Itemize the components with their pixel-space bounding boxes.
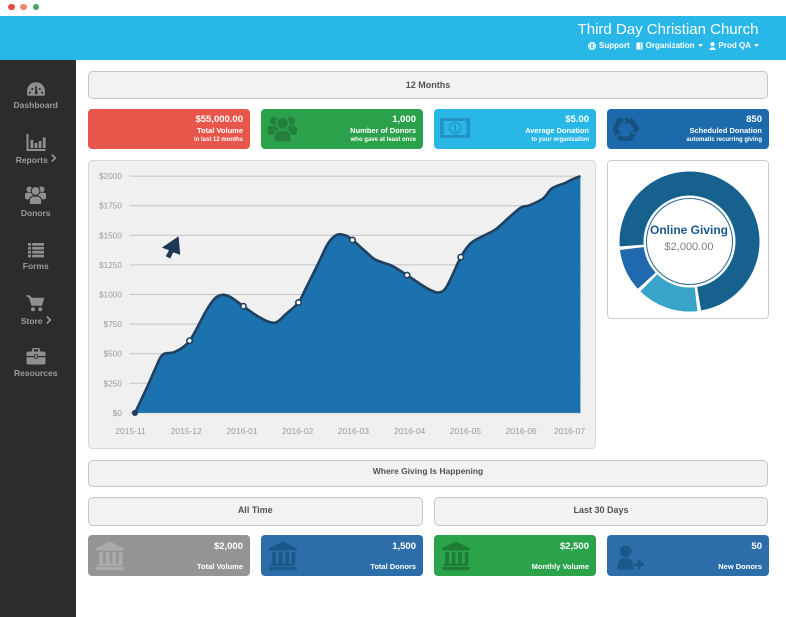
svg-text:$0: $0 — [113, 409, 123, 418]
svg-text:$750: $750 — [104, 320, 123, 329]
svg-text:$1000: $1000 — [99, 291, 122, 300]
svg-text:$1500: $1500 — [99, 231, 122, 240]
svg-text:$500: $500 — [104, 350, 123, 359]
svg-text:$1250: $1250 — [99, 261, 122, 270]
svg-text:$2000: $2000 — [99, 172, 122, 181]
svg-text:2016-01: 2016-01 — [226, 426, 257, 436]
svg-text:$1750: $1750 — [99, 202, 122, 211]
svg-text:2016-04: 2016-04 — [394, 426, 425, 436]
svg-text:1: 1 — [452, 124, 458, 135]
svg-text:2016-06: 2016-06 — [506, 426, 537, 436]
svg-text:2016-07: 2016-07 — [554, 426, 585, 436]
svg-text:2016-03: 2016-03 — [338, 426, 369, 436]
svg-text:$250: $250 — [104, 379, 123, 388]
svg-text:2016-02: 2016-02 — [282, 426, 313, 436]
svg-text:2015-12: 2015-12 — [171, 426, 202, 436]
svg-text:2015-11: 2015-11 — [115, 426, 146, 436]
svg-text:2016-05: 2016-05 — [450, 426, 481, 436]
